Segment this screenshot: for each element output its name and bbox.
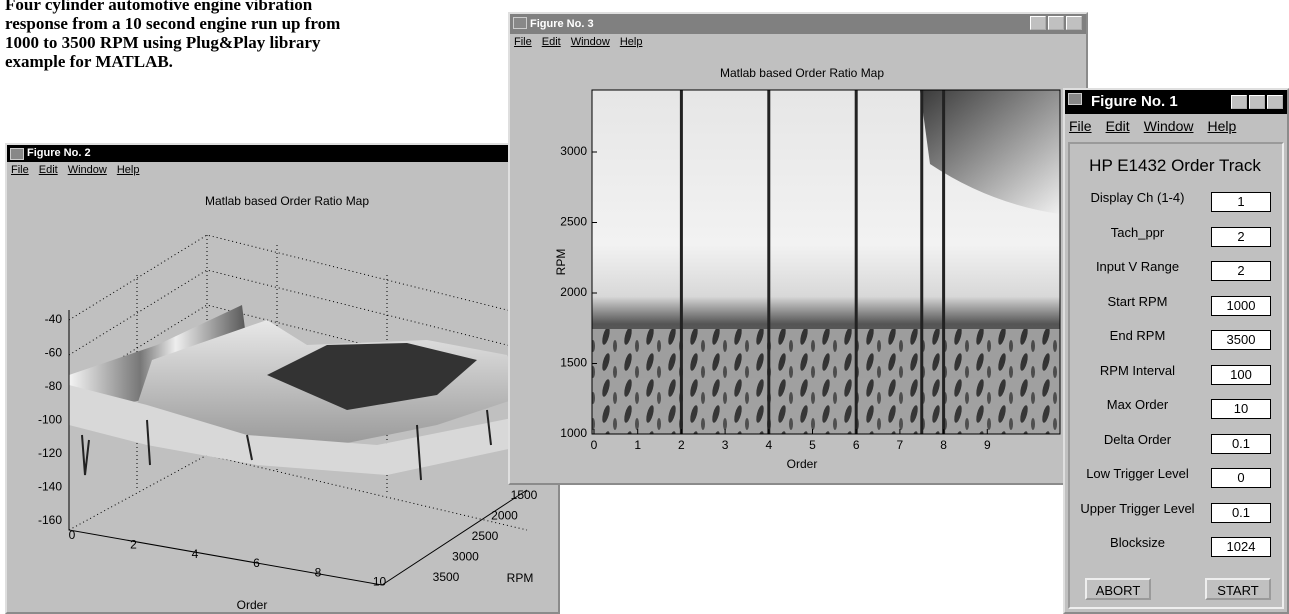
heatmap-plot: Matlab based Order Ratio Map Order RPM 1… <box>554 66 1061 471</box>
z-tick-label: -100 <box>38 413 62 427</box>
input-box[interactable]: 1024 <box>1211 537 1271 557</box>
menu-item[interactable]: Help <box>619 36 643 48</box>
z-tick-label: -40 <box>45 312 63 326</box>
input-box[interactable]: 0.1 <box>1211 433 1271 454</box>
input-box[interactable]: 100 <box>1211 364 1271 385</box>
input-box[interactable]: 1000 <box>1211 295 1271 316</box>
y-tick-label: 3000 <box>452 550 479 564</box>
heatmap <box>592 329 1060 434</box>
input-box[interactable]: 1 <box>1211 192 1271 212</box>
field-label: RPM Interval <box>1099 362 1176 378</box>
menu-item[interactable]: Edit <box>1105 118 1130 134</box>
x-tick-label: 1 <box>634 438 641 452</box>
y-label: RPM <box>507 571 534 585</box>
panel <box>1068 142 1284 609</box>
menu-item[interactable]: Edit <box>541 36 561 48</box>
heatmap <box>920 90 1060 214</box>
menu-item[interactable]: Window <box>1143 118 1194 134</box>
figure-window: Figure No. 1 File Edit Window Help HP E1432… <box>1063 88 1289 614</box>
title-bar: Figure No. 3 <box>510 14 1086 34</box>
menu-item[interactable]: Edit <box>38 164 58 176</box>
menu-item[interactable]: File <box>11 164 29 176</box>
x-tick-label: 7 <box>897 438 904 452</box>
x-tick-label: 5 <box>809 438 816 452</box>
x-tick-label: 6 <box>853 438 860 452</box>
title: Figure No. 3 <box>530 18 594 30</box>
field-label: Input V Range <box>1095 259 1180 274</box>
field-label: Blocksize <box>1110 535 1165 550</box>
input-box[interactable]: 0.1 <box>1211 502 1271 523</box>
input-box[interactable]: 3500 <box>1211 330 1271 350</box>
figure-window: Figure No. 2 File Edit Window Help Matlab b… <box>5 143 560 614</box>
field-label: Max Order <box>1106 397 1169 412</box>
menu-item[interactable]: File <box>514 36 532 48</box>
x-label: Order <box>787 457 818 471</box>
plot-frame <box>591 89 1061 435</box>
menu-item[interactable]: File <box>1069 118 1092 134</box>
x-tick-label: 6 <box>253 556 260 570</box>
surface-plot: Matlab based Order Ratio Map Order RPM -… <box>38 194 538 612</box>
field-label: Delta Order <box>1103 431 1172 447</box>
menu-item[interactable]: Window <box>67 164 107 176</box>
y-tick-label: 1000 <box>560 426 587 440</box>
y-label: RPM <box>554 249 568 276</box>
z-tick-label: -160 <box>38 513 62 527</box>
input-box[interactable]: 10 <box>1211 399 1271 419</box>
menu-bar: File Edit Window Help <box>7 162 558 179</box>
menu-item[interactable]: Window <box>570 36 610 48</box>
caption: Four cylinder automotive engine vibratio… <box>5 0 341 71</box>
z-tick-label: -60 <box>45 346 63 360</box>
input-box[interactable]: 2 <box>1211 226 1271 247</box>
menu-bar: File Edit Window Help <box>510 34 1086 51</box>
z-tick-label: -120 <box>38 446 62 460</box>
window-controls <box>1030 16 1082 30</box>
z-tick-label: -80 <box>45 379 63 393</box>
field-label: Upper Trigger Level <box>1080 500 1195 516</box>
y-tick-label: 3500 <box>433 570 460 584</box>
menu-item[interactable]: Help <box>1207 118 1237 134</box>
window-controls <box>1231 95 1283 109</box>
x-tick-label: 2 <box>678 438 685 452</box>
button[interactable]: START <box>1205 578 1271 600</box>
x-label: Order <box>237 598 268 612</box>
title-bar: Figure No. 1 <box>1065 90 1287 114</box>
x-tick-label: 4 <box>765 438 772 452</box>
title: Figure No. 1 <box>1091 93 1178 110</box>
y-tick-label: 2000 <box>560 285 587 299</box>
x-tick-label: 0 <box>69 528 76 542</box>
x-tick-label: 8 <box>940 438 947 452</box>
x-tick-label: 10 <box>373 575 387 589</box>
field-label: Start RPM <box>1107 293 1168 309</box>
input-box[interactable]: 2 <box>1211 261 1271 281</box>
y-tick-label: 2500 <box>560 215 587 229</box>
x-tick-label: 3 <box>722 438 729 452</box>
button[interactable]: ABORT <box>1085 578 1151 600</box>
field-label: Display Ch (1-4) <box>1090 190 1185 205</box>
y-tick-label: 2000 <box>491 509 518 523</box>
x-tick-label: 8 <box>315 565 322 579</box>
title-bar: Figure No. 2 <box>7 145 558 162</box>
x-tick-label: 9 <box>984 438 991 452</box>
z-tick-label: -140 <box>38 480 62 494</box>
heading: HP E1432 Order Track <box>1089 156 1261 175</box>
field-label: End RPM <box>1109 328 1166 343</box>
field-label: Low Trigger Level <box>1086 466 1189 481</box>
field-label: Tach_ppr <box>1110 224 1165 240</box>
x-tick-label: 4 <box>192 547 199 561</box>
x-tick-label: 2 <box>130 537 137 551</box>
axes <box>68 310 528 586</box>
x-tick-label: 0 <box>591 438 598 452</box>
surface <box>69 305 527 481</box>
menu-item[interactable]: Help <box>116 164 140 176</box>
figure-window: Figure No. 3 File Edit Window Help Matlab b… <box>508 12 1088 485</box>
y-tick-label: 3000 <box>560 144 587 158</box>
y-tick-label: 1500 <box>511 488 538 502</box>
y-tick-label: 1500 <box>560 356 587 370</box>
input-box[interactable]: 0 <box>1211 468 1271 488</box>
y-tick-label: 2500 <box>472 529 499 543</box>
menu-bar: File Edit Window Help <box>1065 114 1287 138</box>
plot-title: Matlab based Order Ratio Map <box>205 194 369 208</box>
plot-title: Matlab based Order Ratio Map <box>720 66 884 80</box>
